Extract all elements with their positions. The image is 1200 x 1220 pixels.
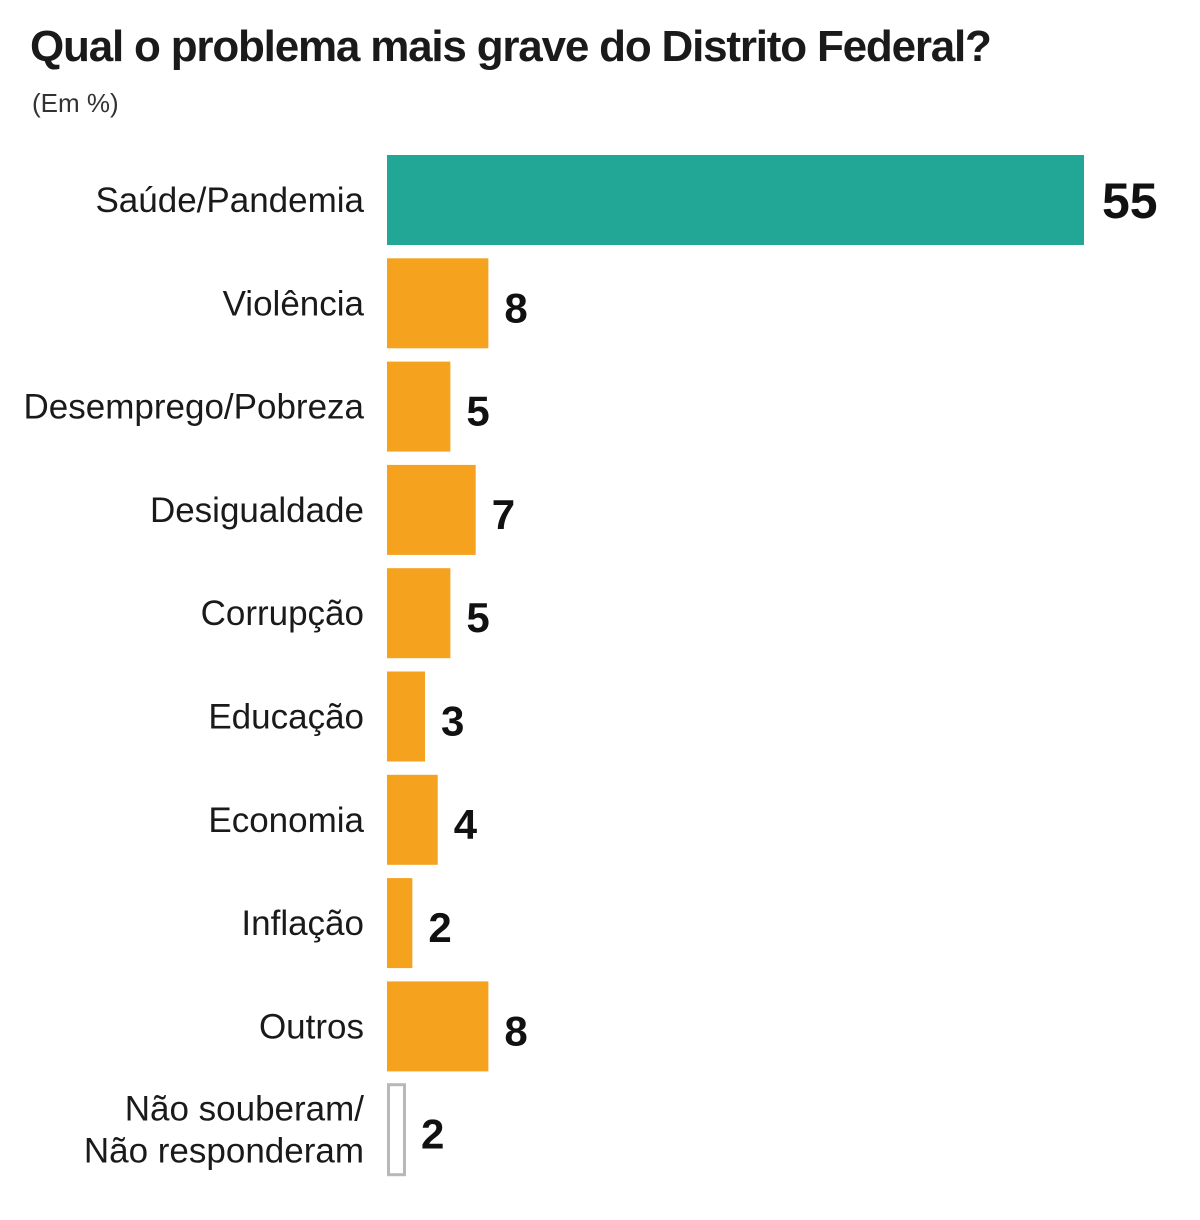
- category-label-saude-pandemia: Saúde/Pandemia: [95, 181, 364, 220]
- bar-desemprego-pobreza: [387, 361, 451, 452]
- category-label-inflacao: Inflação: [241, 904, 364, 943]
- category-label-educacao: Educação: [208, 698, 364, 737]
- value-label-inflacao: 2: [428, 904, 451, 951]
- category-label-nao-souberam-nao-responderam-line-2: Não responderam: [84, 1132, 364, 1171]
- value-label-outros: 8: [504, 1007, 527, 1054]
- value-label-desemprego-pobreza: 5: [466, 388, 489, 435]
- value-label-educacao: 3: [441, 698, 464, 745]
- value-labels-group: 55 8 5 7 5 3 4 2 8 2: [421, 173, 1158, 1158]
- value-label-nao-souberam-nao-responderam: 2: [421, 1111, 444, 1158]
- value-label-violencia: 8: [504, 284, 527, 331]
- bar-desigualdade: [387, 464, 476, 555]
- category-label-corrupcao: Corrupção: [201, 594, 364, 633]
- chart-subtitle: (Em %): [32, 88, 119, 118]
- category-labels-group: Saúde/Pandemia Violência Desemprego/Pobrez…: [24, 181, 365, 1171]
- bar-outros: [387, 981, 489, 1072]
- bars-group: [387, 155, 1084, 1177]
- bar-inflacao: [387, 878, 413, 969]
- category-label-outros: Outros: [259, 1007, 364, 1046]
- bar-economia: [387, 774, 438, 865]
- value-label-saude-pandemia: 55: [1102, 173, 1158, 229]
- value-label-corrupcao: 5: [466, 594, 489, 641]
- category-label-desemprego-pobreza: Desemprego/Pobreza: [24, 388, 365, 427]
- bar-corrupcao: [387, 568, 451, 659]
- bar-nao-souberam-nao-responderam: [387, 1083, 406, 1177]
- bar-violencia: [387, 258, 489, 349]
- value-label-desigualdade: 7: [492, 491, 515, 538]
- category-label-economia: Economia: [208, 801, 364, 840]
- bar-educacao: [387, 671, 426, 762]
- bar-saude-pandemia: [387, 155, 1084, 245]
- category-label-violencia: Violência: [223, 284, 365, 323]
- category-label-nao-souberam-nao-responderam-line-1: Não souberam/: [125, 1090, 365, 1129]
- chart-title: Qual o problema mais grave do Distrito F…: [30, 22, 992, 71]
- value-label-economia: 4: [454, 801, 478, 848]
- category-label-desigualdade: Desigualdade: [150, 491, 364, 530]
